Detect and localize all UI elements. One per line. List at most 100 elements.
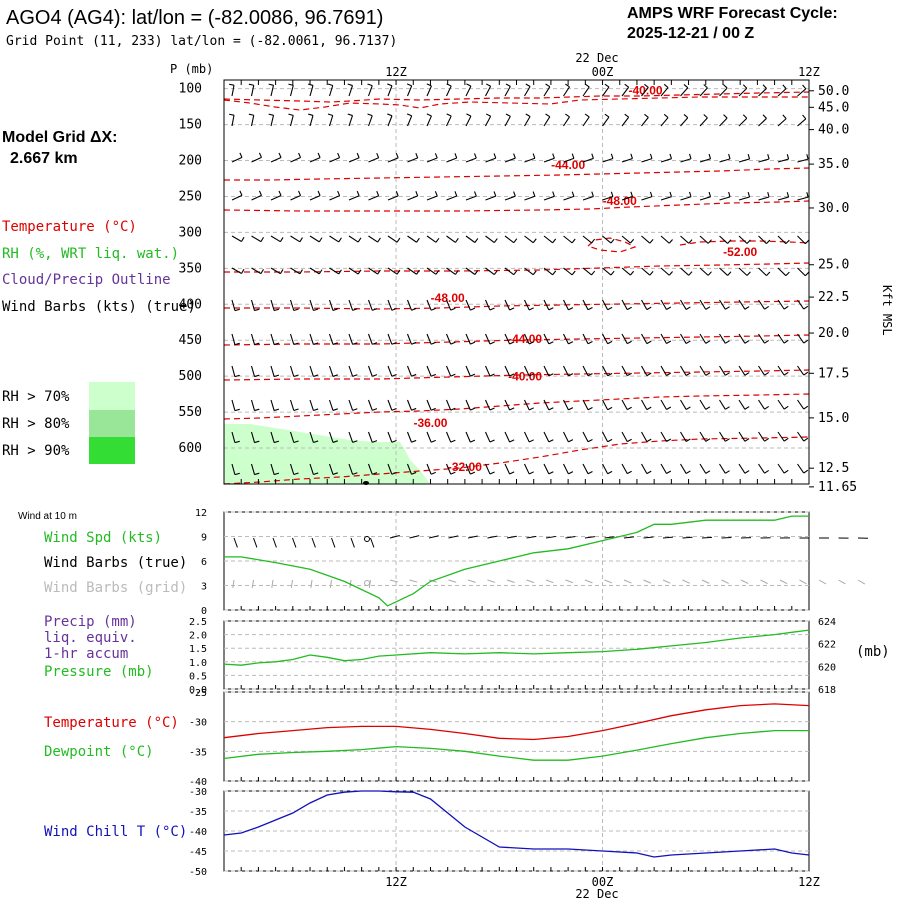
wind-barb-flag	[338, 237, 342, 243]
wind-barb-staff	[484, 333, 491, 345]
wind-barb-flag	[802, 114, 807, 120]
wind-barb-flag	[766, 271, 771, 276]
precip-tick-label: 2.5	[189, 617, 207, 628]
wind-barb-flag	[728, 153, 731, 160]
wind-barb-staff	[426, 195, 438, 201]
wind-barb	[777, 333, 789, 344]
wind-barb	[368, 190, 380, 201]
wind-barb-flag	[786, 192, 790, 198]
wind-barb	[758, 267, 771, 276]
wind-barb-flag	[630, 153, 633, 159]
model-grid-label: Model Grid ΔX:	[2, 129, 118, 146]
wind-barb-flag	[435, 269, 440, 275]
wind-barb	[758, 235, 771, 244]
wind-barb-staff	[738, 365, 746, 376]
wind-barb	[446, 267, 459, 275]
wind-barb	[582, 267, 596, 276]
wind-barb-staff	[484, 399, 491, 411]
wind-barb-flag	[552, 153, 555, 159]
wind-barb	[582, 431, 593, 443]
wind-barb	[328, 299, 338, 311]
wind-barb-grid-staff	[448, 579, 457, 583]
wind-barb-staff	[328, 365, 334, 377]
wind-barb	[563, 399, 574, 411]
wind-barb	[602, 153, 614, 163]
wind-barb-flag	[591, 238, 596, 244]
wind-barb	[719, 191, 731, 201]
wind-barb-staff	[251, 267, 262, 275]
wind-barb-staff	[348, 115, 354, 127]
wind-barb-flag	[372, 308, 378, 311]
temperature-contour	[223, 393, 810, 420]
wind-barb-staff	[231, 399, 236, 411]
wind-barb	[602, 83, 610, 97]
wind-barb-staff	[602, 86, 610, 97]
wind-barb	[484, 463, 495, 475]
wind-barb-grid-staff	[779, 579, 788, 585]
wind-barb	[407, 191, 419, 201]
wind-barb	[465, 153, 477, 163]
wind-barb	[231, 190, 243, 201]
wind-barb-flag	[332, 472, 338, 475]
wind-barb	[699, 365, 711, 376]
wind-barbs-true-label: Wind Barbs (true)	[44, 555, 187, 571]
grid-point-label: Grid Point (11, 233) lat/lon = (-82.0061…	[6, 34, 397, 49]
wind-barb	[797, 365, 809, 376]
wind-barb-staff	[738, 333, 746, 344]
wind-barb	[660, 153, 673, 163]
wind-barb-flag	[293, 440, 299, 444]
wind-barb-true	[662, 536, 674, 539]
wind-barb	[231, 463, 240, 476]
wind-barb-staff	[290, 267, 301, 275]
wind-barb-flag	[513, 238, 518, 243]
vertical-profile-panel: P (mb) Kft MSL 100 150 200 250 300 350 400 450 5…	[170, 62, 894, 495]
wind-barb-flag	[764, 469, 770, 474]
wind-barb-staff	[602, 267, 612, 276]
wind-barb-staff	[543, 399, 550, 411]
wind-barb-flag	[411, 341, 417, 345]
wind-barb-staff	[543, 365, 550, 377]
wind-barb	[621, 153, 633, 163]
wind-barb	[347, 113, 354, 127]
wind-barb-staff	[641, 365, 648, 376]
wind-barb-staff	[367, 299, 373, 311]
wind-barb	[738, 84, 748, 97]
wind-barb-flag	[610, 153, 614, 159]
wind-barb-staff	[582, 333, 589, 345]
wind-barb-true	[409, 535, 420, 539]
wind-barb-flag	[493, 153, 497, 159]
wind-barb-staff	[543, 86, 551, 97]
wind-barb	[582, 83, 590, 97]
wind-barb	[797, 235, 810, 245]
wind-barb	[484, 431, 495, 443]
wind-barb	[367, 463, 378, 475]
wind-barb-flag	[528, 407, 534, 411]
height-tick-label: 11.65	[818, 480, 857, 495]
wind-barb-grid-staff	[643, 579, 652, 584]
height-tick-label: 22.5	[818, 290, 849, 305]
wind-tick-label: 9	[201, 533, 207, 544]
wind-barb	[699, 333, 711, 344]
temp-frame	[223, 691, 810, 782]
wind-barb-staff	[484, 299, 491, 311]
wind-barb-flag	[260, 269, 264, 274]
wind-barb-staff	[250, 85, 255, 97]
wind-barb-staff	[758, 463, 765, 474]
wind-barb	[309, 299, 319, 311]
wind-barb	[465, 431, 476, 443]
legend-wind-barbs: Wind Barbs (kts) (true)	[2, 299, 196, 315]
rh-70-area	[224, 424, 430, 484]
wind-barb-staff	[328, 299, 334, 311]
wind-barb-true-staff	[721, 536, 732, 539]
wind-barb-flag	[627, 406, 632, 411]
wind-barb-flag	[685, 406, 691, 410]
wind-barb-staff	[348, 399, 354, 411]
wind-barb-staff	[660, 333, 667, 344]
wind-barb	[524, 153, 536, 163]
wind-barb-flag	[785, 239, 790, 245]
wind-barb	[758, 333, 770, 344]
wind-barb-staff	[621, 299, 628, 310]
wind-barb	[680, 463, 691, 474]
wind-barb-staff	[680, 463, 687, 474]
wind-barb-staff	[504, 195, 516, 201]
